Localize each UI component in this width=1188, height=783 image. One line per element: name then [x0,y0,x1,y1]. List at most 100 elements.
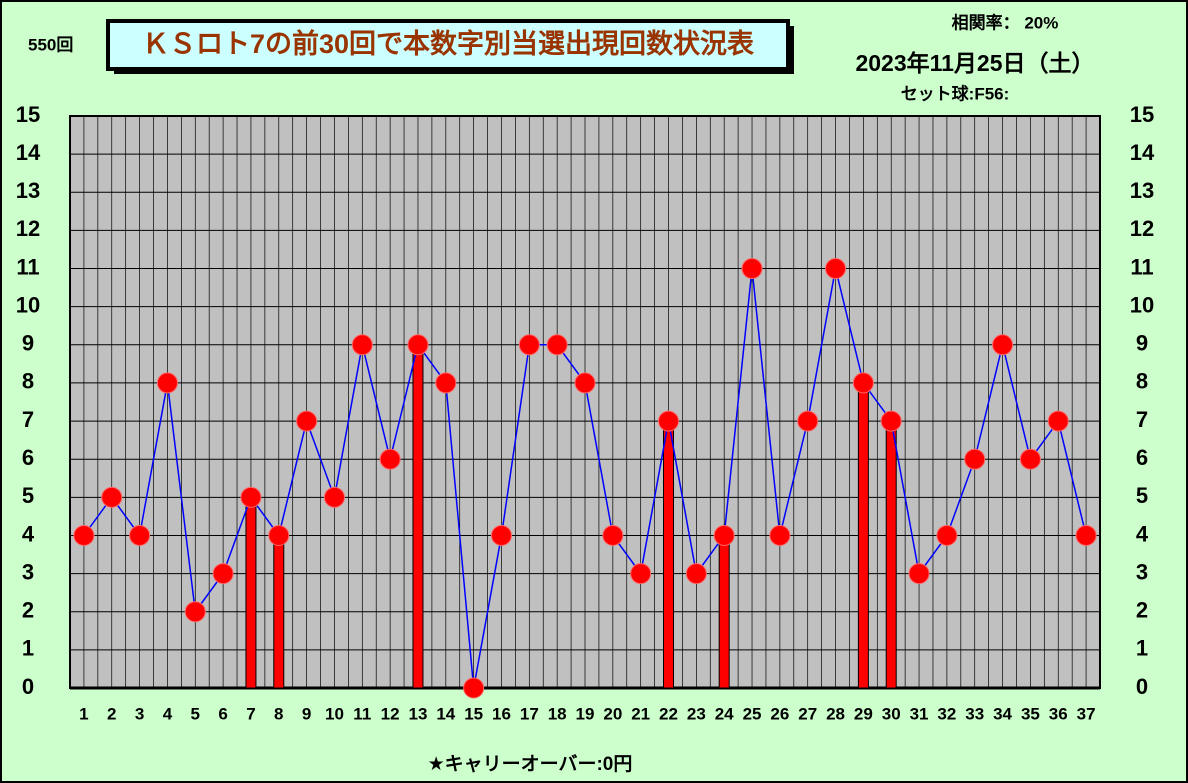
y-tick-label: 15 [16,102,40,127]
y2-tick-label: 10 [1130,292,1154,317]
marker [936,524,958,546]
x-tick-label: 24 [715,704,734,723]
marker [825,258,847,280]
x-tick-label: 13 [409,704,428,723]
marker [908,563,930,585]
x-tick-label: 11 [353,704,371,723]
y-tick-label: 6 [22,445,34,470]
marker [602,524,624,546]
x-tick-label: 20 [603,704,622,723]
x-tick-label: 17 [520,704,539,723]
x-tick-label: 12 [381,704,400,723]
marker [268,524,290,546]
marker [518,334,540,356]
bar [663,420,675,689]
y2-tick-label: 14 [1130,140,1155,165]
y-tick-label: 7 [22,407,34,432]
y2-tick-label: 7 [1136,407,1148,432]
y2-tick-label: 6 [1136,445,1148,470]
marker [240,486,262,508]
bar [857,382,869,689]
x-tick-label: 7 [246,704,255,723]
x-tick-label: 19 [576,704,595,723]
x-tick-label: 32 [937,704,956,723]
x-tick-label: 36 [1049,704,1068,723]
marker [964,448,986,470]
x-tick-label: 2 [107,704,116,723]
x-tick-label: 29 [854,704,873,723]
x-tick-label: 8 [274,704,283,723]
y-tick-label: 12 [16,216,40,241]
marker [992,334,1014,356]
y2-tick-label: 12 [1130,216,1154,241]
x-tick-label: 10 [325,704,344,723]
x-tick-label: 15 [464,704,483,723]
marker [658,410,680,432]
marker [852,372,874,394]
y2-tick-label: 3 [1136,559,1148,584]
x-tick-label: 16 [492,704,511,723]
chart-title: ＫＳロト7の前30回で本数字別当選出現回数状況表 [142,28,754,59]
x-tick-label: 4 [163,704,173,723]
x-tick-label: 14 [436,704,455,723]
marker [1019,448,1041,470]
draw-label: 550回 [28,35,73,54]
y-tick-label: 3 [22,559,34,584]
x-tick-label: 25 [743,704,762,723]
marker [407,334,429,356]
y2-tick-label: 5 [1136,483,1148,508]
x-tick-label: 31 [910,704,929,723]
x-tick-label: 18 [548,704,567,723]
bar [273,534,285,689]
y2-tick-label: 1 [1136,636,1148,661]
marker [797,410,819,432]
marker [101,486,123,508]
x-tick-label: 9 [302,704,311,723]
marker [379,448,401,470]
set-ball: セット球:F56: [901,84,1010,103]
y2-tick-label: 11 [1130,254,1153,279]
marker [741,258,763,280]
x-tick-label: 34 [993,704,1012,723]
marker [490,524,512,546]
marker [1047,410,1069,432]
bar [412,344,424,689]
y2-tick-label: 4 [1136,521,1149,546]
marker [129,524,151,546]
marker [630,563,652,585]
x-tick-label: 30 [882,704,901,723]
y-tick-label: 1 [22,636,34,661]
x-tick-label: 37 [1077,704,1096,723]
x-tick-label: 33 [965,704,984,723]
marker [769,524,791,546]
correlation: 相関率： 20% [952,12,1059,32]
marker [351,334,373,356]
y2-tick-label: 15 [1130,102,1154,127]
y-tick-label: 13 [16,178,40,203]
x-tick-label: 6 [218,704,227,723]
x-tick-label: 22 [659,704,678,723]
y-tick-label: 5 [22,483,34,508]
x-tick-label: 1 [79,704,88,723]
marker [546,334,568,356]
marker [296,410,318,432]
y2-tick-label: 0 [1136,674,1148,699]
marker [212,563,234,585]
y-tick-label: 4 [22,521,35,546]
x-tick-label: 23 [687,704,706,723]
x-tick-label: 3 [135,704,144,723]
marker [1075,524,1097,546]
y-tick-label: 11 [16,254,39,279]
x-tick-label: 5 [191,704,200,723]
y2-tick-label: 13 [1130,178,1154,203]
x-tick-label: 26 [770,704,789,723]
date: 2023年11月25日（土） [855,50,1094,76]
marker [685,563,707,585]
bar [718,534,730,689]
y2-tick-label: 8 [1136,369,1148,394]
marker [323,486,345,508]
marker [156,372,178,394]
bar [885,420,897,689]
x-tick-label: 35 [1021,704,1040,723]
